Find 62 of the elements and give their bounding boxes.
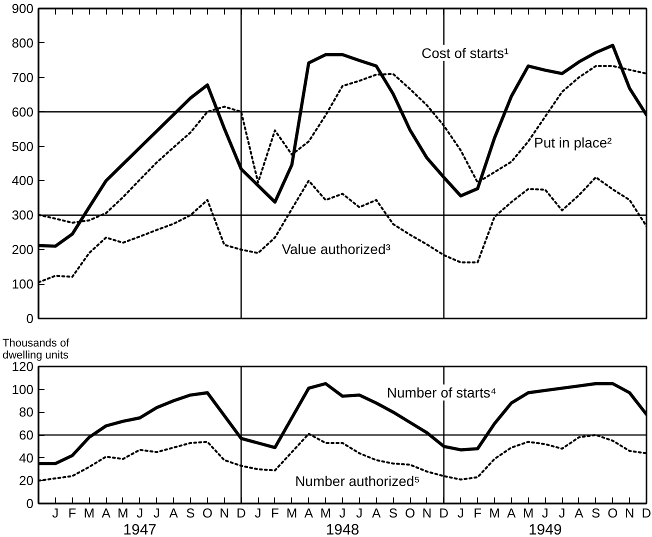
y-tick-label: 700 xyxy=(12,70,34,85)
series-label: Cost of starts¹ xyxy=(422,44,510,61)
x-tick-label: J xyxy=(254,506,262,520)
text: 1947 xyxy=(123,522,157,537)
series-label: Put in place² xyxy=(534,134,612,151)
y-tick-label: 40 xyxy=(19,450,34,466)
x-tick-label: J xyxy=(52,506,59,520)
y-tick-label: 80 xyxy=(19,404,34,420)
y-tick-label: 0 xyxy=(26,496,34,511)
y-tick-label: 800 xyxy=(12,35,34,50)
x-tick-label: D xyxy=(236,506,246,520)
x-tick-label: S xyxy=(388,506,398,520)
x-tick-label: M xyxy=(320,506,332,520)
y-tick-label: 60 xyxy=(19,428,34,442)
x-tick-label: M xyxy=(489,506,500,520)
x-tick-label: F xyxy=(270,506,279,520)
x-tick-label: J xyxy=(356,506,363,520)
x-tick-label: M xyxy=(522,506,534,520)
y-axis-title: Thousands of dwelling units xyxy=(2,338,70,362)
x-tick-label: M xyxy=(286,506,298,520)
x-tick-label: O xyxy=(608,506,618,520)
x-tick-label: J xyxy=(136,506,144,520)
series-label: Number of starts⁴ xyxy=(386,384,496,401)
x-tick-label: S xyxy=(592,506,600,520)
y-tick-label: 500 xyxy=(12,138,34,154)
x-tick-label: M xyxy=(118,506,128,520)
y-tick-label: 400 xyxy=(12,173,34,188)
x-tick-label: A xyxy=(372,506,381,520)
y-tick-label: 300 xyxy=(12,208,34,223)
x-tick-label: J xyxy=(558,506,566,520)
x-tick-label: J xyxy=(542,506,548,520)
y-tick-label: 100 xyxy=(12,276,34,292)
x-tick-label: A xyxy=(507,506,516,520)
x-tick-label: N xyxy=(220,506,229,520)
text: 1948 xyxy=(326,522,360,537)
y-tick-label: 120 xyxy=(12,359,34,374)
y-tick-label: 0 xyxy=(26,311,34,326)
x-tick-label: A xyxy=(169,506,178,520)
y-tick-label: 900 xyxy=(12,1,34,16)
x-tick-label: A xyxy=(304,506,314,520)
x-tick-label: S xyxy=(186,506,196,520)
y-tick-label: 600 xyxy=(12,104,34,120)
x-tick-label: J xyxy=(457,506,464,520)
x-tick-label: M xyxy=(84,506,95,520)
x-tick-label: F xyxy=(474,506,482,520)
x-tick-label: F xyxy=(68,506,76,520)
text: 1949 xyxy=(528,522,562,537)
y-tick-label: 20 xyxy=(19,473,34,488)
series-label: Number authorized⁵ xyxy=(295,473,420,490)
x-tick-label: A xyxy=(574,506,584,520)
x-tick-label: J xyxy=(339,506,346,520)
y-tick-label: 100 xyxy=(12,382,34,397)
series-label: Value authorized³ xyxy=(282,240,391,257)
x-tick-label: A xyxy=(102,506,111,520)
x-tick-label: D xyxy=(439,506,449,520)
x-tick-label: D xyxy=(642,506,652,520)
x-tick-label: N xyxy=(624,506,634,520)
x-tick-label: N xyxy=(422,506,432,520)
y-tick-label: 200 xyxy=(12,242,34,258)
x-tick-label: J xyxy=(153,506,160,520)
x-tick-label: O xyxy=(405,506,416,520)
x-tick-label: O xyxy=(202,506,212,520)
